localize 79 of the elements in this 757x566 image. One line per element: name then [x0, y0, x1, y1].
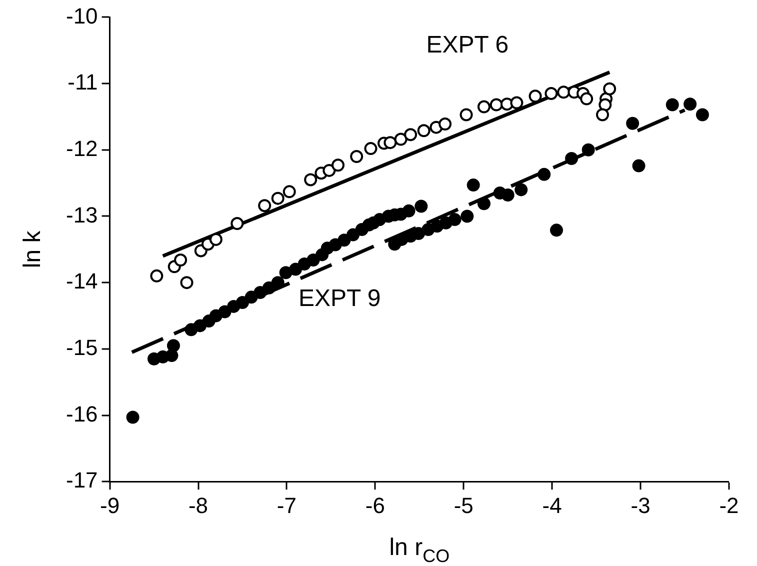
point [414, 200, 428, 213]
point [271, 276, 284, 290]
point [550, 224, 564, 237]
point [557, 86, 570, 99]
point [126, 410, 140, 424]
point [394, 132, 408, 146]
point [322, 164, 336, 177]
point [417, 124, 430, 138]
point [282, 185, 296, 198]
point [460, 108, 473, 122]
series-label: EXPT 9 [298, 285, 381, 312]
point [230, 217, 244, 230]
point [402, 204, 416, 218]
point [466, 178, 480, 192]
point [684, 98, 697, 111]
y-tick-label: -16 [66, 401, 98, 426]
point [236, 296, 249, 309]
point [582, 143, 595, 156]
point [514, 183, 528, 196]
point [626, 116, 640, 130]
y-tick-label: -12 [66, 136, 98, 161]
x-tick-label: -2 [719, 492, 739, 518]
point [332, 158, 345, 172]
point [279, 266, 292, 280]
point [580, 92, 594, 106]
point [350, 150, 364, 164]
point [404, 128, 418, 142]
point [166, 339, 180, 352]
point [346, 228, 360, 242]
point [596, 108, 610, 122]
point [448, 213, 462, 226]
point [262, 281, 276, 294]
point [477, 197, 490, 210]
point [306, 254, 320, 267]
point [632, 159, 646, 172]
x-tick-label: -9 [100, 492, 120, 518]
y-tick-label: -17 [66, 468, 98, 493]
point [165, 349, 178, 362]
point [384, 136, 397, 150]
point [696, 108, 709, 122]
point [501, 188, 514, 202]
point [598, 98, 612, 112]
point [338, 234, 351, 247]
x-tick-label: -3 [630, 492, 650, 518]
point [174, 254, 188, 267]
point [364, 142, 378, 156]
point [603, 82, 616, 96]
point [528, 90, 542, 103]
point [544, 86, 558, 100]
y-axis-title: ln k [19, 230, 46, 268]
x-tick-label: -5 [454, 492, 474, 518]
point [289, 262, 302, 276]
point [218, 305, 232, 318]
point [565, 152, 578, 166]
series-label: EXPT 6 [426, 32, 509, 59]
x-tick-label: -8 [188, 492, 208, 518]
point [209, 232, 222, 246]
x-tick-label: -6 [365, 492, 385, 518]
y-tick-label: -15 [66, 334, 98, 360]
point [477, 100, 490, 114]
point [258, 199, 272, 212]
point [438, 118, 452, 131]
y-tick-label: -11 [68, 70, 98, 95]
point [460, 210, 474, 223]
point [366, 216, 380, 230]
x-tick-label: -4 [542, 492, 562, 518]
point [304, 173, 318, 186]
point [150, 269, 164, 282]
point [412, 226, 426, 240]
x-tick-label: -7 [276, 492, 296, 518]
y-tick-label: -14 [66, 268, 98, 294]
point [538, 168, 551, 181]
y-tick-label: -13 [66, 202, 98, 228]
y-tick-label: -10 [66, 3, 98, 28]
point [490, 98, 503, 112]
point [666, 98, 679, 112]
point [271, 192, 284, 205]
point [510, 96, 524, 110]
point [180, 276, 194, 290]
